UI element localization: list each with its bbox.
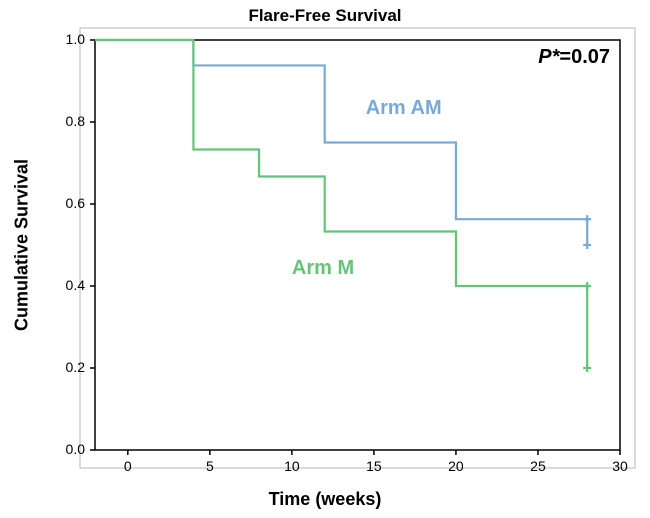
km-chart: Flare-Free Survival Cumulative Survival … [0,0,650,518]
y-tick-label: 0.0 [55,441,85,457]
y-tick-label: 0.4 [55,277,85,293]
x-tick-label: 10 [280,458,304,474]
x-tick-label: 30 [608,458,632,474]
x-tick-label: 5 [198,458,222,474]
series-label-arm-m: Arm M [292,257,354,280]
y-tick-label: 0.2 [55,359,85,375]
x-tick-label: 15 [362,458,386,474]
p-value-annotation: P*=0.07 [538,46,610,69]
x-tick-label: 25 [526,458,550,474]
y-tick-label: 0.8 [55,113,85,129]
y-tick-label: 0.6 [55,195,85,211]
x-tick-label: 0 [116,458,140,474]
x-tick-label: 20 [444,458,468,474]
series-label-arm-am: Arm AM [366,97,442,120]
y-tick-label: 1.0 [55,31,85,47]
